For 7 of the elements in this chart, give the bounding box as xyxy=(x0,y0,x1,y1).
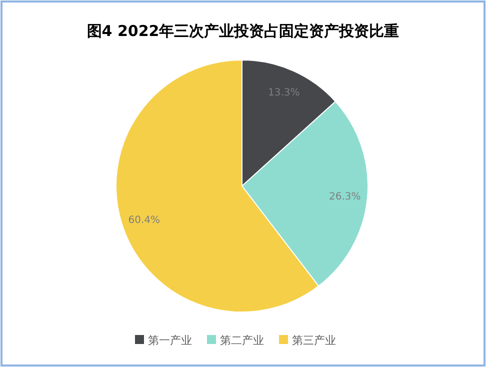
data-label: 13.3% xyxy=(268,88,300,99)
legend-label: 第三产业 xyxy=(292,334,336,347)
data-label: 60.4% xyxy=(128,215,160,226)
data-label: 26.3% xyxy=(329,191,361,202)
legend-label: 第一产业 xyxy=(148,334,192,347)
legend-label: 第二产业 xyxy=(220,334,264,347)
chart-title: 图4 2022年三次产业投资占固定资产投资比重 xyxy=(86,22,400,40)
